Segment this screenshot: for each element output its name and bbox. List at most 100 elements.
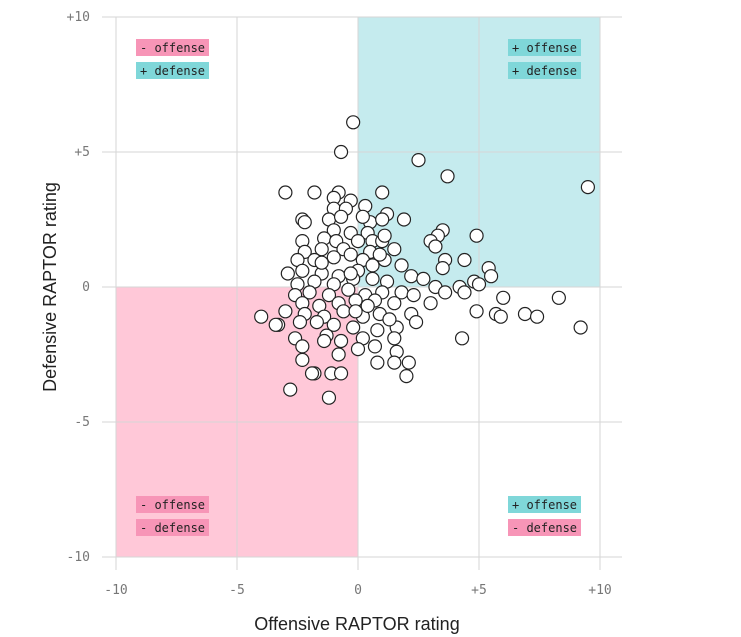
scatter-point: [375, 185, 390, 200]
scatter-point: [278, 185, 293, 200]
quadrant-label-bg-offense: [508, 39, 581, 56]
quadrant-label-text-offense: + offense: [512, 498, 577, 512]
scatter-point: [292, 315, 308, 330]
scatter-point: [268, 317, 283, 332]
scatter-point: [408, 315, 424, 330]
quadrant-label-bg-defense: [508, 62, 581, 79]
scatter-point: [428, 239, 443, 254]
scatter-point: [377, 228, 392, 243]
scatter-point: [471, 277, 487, 292]
quadrant-label-text-offense: - offense: [140, 41, 205, 55]
scatter-point: [529, 309, 545, 324]
scatter-point: [278, 304, 293, 319]
scatter-point: [321, 390, 337, 405]
y-axis-title: Defensive RAPTOR rating: [40, 182, 60, 392]
x-tick-label: +5: [471, 583, 487, 598]
scatter-point: [346, 115, 361, 130]
scatter-point: [394, 258, 409, 273]
x-tick-label: +10: [588, 583, 611, 598]
scatter-point: [372, 247, 387, 262]
scatter-point: [401, 355, 416, 370]
quadrant-label-top-left: - offense + defense: [136, 39, 209, 79]
scatter-point: [375, 212, 390, 227]
scatter-point: [295, 339, 310, 354]
scatter-point: [573, 320, 588, 335]
scatter-point: [440, 169, 455, 184]
scatter-point: [469, 228, 484, 243]
scatter-point: [387, 296, 402, 311]
scatter-point: [333, 144, 349, 160]
y-tick-label: -10: [67, 550, 90, 565]
quadrant-label-bg-defense: [508, 519, 581, 536]
scatter-point: [484, 269, 499, 284]
scatter-point: [333, 209, 349, 224]
scatter-point: [343, 247, 358, 262]
scatter-point: [370, 323, 385, 338]
quadrant-label-top-right: + offense + defense: [508, 39, 581, 79]
quadrant-label-bg-offense: [136, 496, 209, 513]
scatter-point: [336, 304, 351, 319]
quadrant-label-bg-defense: [136, 519, 209, 536]
scatter-point: [551, 290, 566, 305]
quadrant-label-bottom-right: + offense - defense: [508, 496, 581, 536]
scatter-point: [387, 331, 402, 346]
x-tick-label: -10: [104, 583, 127, 598]
scatter-point: [297, 215, 312, 230]
scatter-point: [382, 312, 397, 327]
scatter-point: [317, 333, 332, 349]
quadrant-label-bg-offense: [508, 496, 581, 513]
scatter-point: [396, 212, 412, 227]
scatter-point: [580, 180, 596, 195]
scatter-point: [406, 288, 421, 303]
scatter-point: [399, 369, 414, 384]
quadrant-label-text-offense: + offense: [512, 41, 577, 55]
x-tick-label: 0: [354, 583, 362, 598]
scatter-point: [493, 309, 508, 324]
scatter-point: [404, 269, 419, 284]
scatter-point: [387, 242, 402, 257]
quadrant-label-bg-offense: [136, 39, 209, 56]
scatter-point: [355, 209, 370, 224]
y-tick-label: -5: [74, 415, 90, 430]
scatter-point: [457, 285, 472, 300]
quadrant-labels: - offense+ defense+ offense+ defense- of…: [136, 39, 581, 536]
scatter-point: [411, 153, 426, 168]
scatter-point: [438, 285, 453, 300]
scatter-point: [469, 304, 484, 319]
scatter-point: [370, 355, 385, 370]
quadrant-label-text-offense: - offense: [140, 498, 205, 512]
y-tick-label: +5: [74, 145, 90, 160]
scatter-point: [350, 234, 366, 249]
quadrant-label-text-defense: + defense: [512, 64, 577, 78]
y-tick-label: +10: [67, 10, 90, 25]
scatter-point: [283, 382, 298, 397]
scatter-point: [416, 271, 431, 286]
scatter-point: [295, 352, 310, 367]
scatter-point: [496, 290, 511, 305]
x-axis-title: Offensive RAPTOR rating: [254, 614, 459, 634]
scatter-point: [295, 263, 310, 278]
scatter-point: [367, 339, 383, 354]
scatter-point: [346, 320, 361, 335]
scatter-point: [254, 309, 269, 324]
quadrant-label-bottom-left: - offense - defense: [136, 496, 209, 536]
quadrant-label-text-defense: + defense: [140, 64, 205, 78]
gridlines: [102, 16, 622, 570]
scatter-point: [457, 252, 472, 268]
quadrant-label-bg-defense: [136, 62, 209, 79]
scatter-point: [326, 250, 341, 265]
scatter-point: [517, 306, 533, 322]
scatter-point: [350, 342, 366, 357]
scatter-point: [341, 282, 356, 297]
scatter-point: [314, 255, 329, 270]
scatter-point: [360, 298, 375, 313]
scatter-point: [326, 317, 341, 332]
scatter-point: [307, 185, 322, 200]
scatter-point: [321, 288, 337, 303]
scatter-point: [304, 366, 320, 381]
scatter-point: [280, 266, 295, 281]
quadrant-label-text-defense: - defense: [140, 521, 205, 535]
scatter-point: [348, 304, 363, 319]
